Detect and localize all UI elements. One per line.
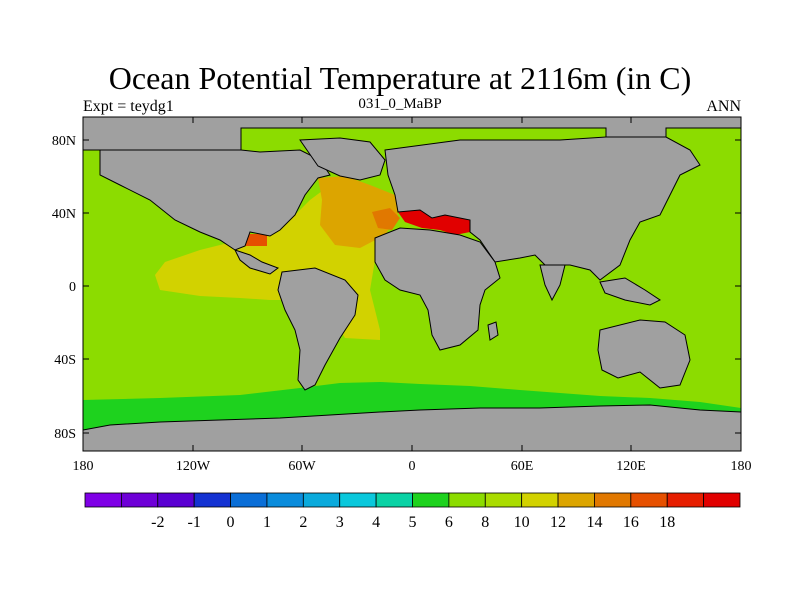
colorbar-swatch	[448, 492, 486, 508]
colorbar-label: 5	[409, 514, 417, 531]
colorbar-label: 0	[227, 514, 235, 531]
colorbar-label: 12	[550, 514, 566, 531]
australia	[597, 319, 691, 389]
colorbar-swatch	[339, 492, 377, 508]
colorbar-label: 8	[481, 514, 489, 531]
colorbar: -2 -1 0 1 2 3 4 5 6 8 10 12 14 16 18	[84, 492, 741, 531]
mediterranean-outflow	[318, 176, 398, 248]
colorbar-swatch	[266, 492, 304, 508]
greenland	[299, 137, 386, 181]
mediterranean-sea	[398, 210, 470, 235]
lat-label-0: 0	[69, 280, 76, 295]
colorbar-label: 16	[623, 514, 639, 531]
colorbar-label: 10	[514, 514, 530, 531]
map-title: Ocean Potential Temperature at 2116m (in…	[108, 60, 692, 96]
colorbar-swatch	[193, 492, 231, 508]
colorbar-label: 4	[372, 514, 380, 531]
lon-label-180w: 180	[73, 459, 94, 474]
colorbar-label: 6	[445, 514, 453, 531]
colorbar-label: 2	[299, 514, 307, 531]
colorbar-swatch	[666, 492, 705, 508]
colorbar-swatch	[594, 492, 632, 508]
eurasia	[384, 136, 701, 281]
north-america	[99, 149, 331, 251]
madagascar	[487, 321, 499, 341]
colorbar-swatch	[230, 492, 268, 508]
colorbar-label: 14	[586, 514, 602, 531]
colorbar-swatch	[84, 492, 122, 508]
colorbar-label: 18	[659, 514, 675, 531]
colorbar-swatch	[484, 492, 523, 508]
lon-label-180e: 180	[731, 459, 752, 474]
lon-tick-marks	[82, 117, 632, 451]
colorbar-label: 3	[336, 514, 344, 531]
lon-label-60w: 60W	[288, 459, 316, 474]
experiment-label: Expt = teydg1	[83, 98, 174, 115]
maritime-asia	[599, 277, 661, 306]
colorbar-swatch	[120, 492, 159, 508]
africa	[374, 227, 501, 351]
lon-label-120w: 120W	[176, 459, 211, 474]
colorbar-swatch	[630, 492, 668, 508]
map-plot	[83, 117, 741, 451]
outflow-core	[372, 208, 400, 230]
colorbar-swatch	[302, 492, 341, 508]
period-label: 031_0_MaBP	[358, 96, 442, 112]
lat-tick-marks	[83, 139, 741, 434]
colorbar-label: -1	[188, 514, 201, 531]
colorbar-swatch	[557, 492, 595, 508]
colorbar-swatch	[703, 492, 741, 508]
colorbar-swatch	[157, 492, 195, 508]
lon-label-120e: 120E	[616, 459, 646, 474]
gulf-patch	[245, 234, 267, 246]
colorbar-swatch	[375, 492, 413, 508]
colorbar-swatch	[521, 492, 559, 508]
lon-label-0: 0	[409, 459, 416, 474]
lat-label-40s: 40S	[54, 353, 76, 368]
colorbar-label: 1	[263, 514, 271, 531]
colorbar-swatch	[412, 492, 450, 508]
land-masses	[83, 117, 741, 451]
central-america	[234, 249, 280, 275]
lat-label-80n: 80N	[52, 134, 76, 149]
season-label: ANN	[706, 98, 741, 115]
lat-label-40n: 40N	[52, 207, 76, 222]
india	[539, 264, 566, 302]
lat-label-80s: 80S	[54, 427, 76, 442]
lon-label-60e: 60E	[511, 459, 534, 474]
colorbar-label: -2	[151, 514, 164, 531]
south-america	[277, 267, 359, 391]
antarctica	[83, 404, 741, 451]
